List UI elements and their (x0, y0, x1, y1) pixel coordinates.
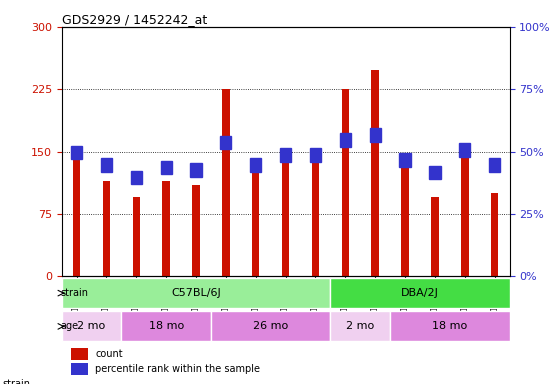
Bar (310, 148, 321, 162)
Bar (190, 163, 202, 177)
Bar (211, 311, 330, 341)
Bar (62, 311, 122, 341)
Bar (489, 158, 500, 172)
Text: percentile rank within the sample: percentile rank within the sample (95, 364, 260, 374)
Text: 18 mo: 18 mo (148, 321, 184, 331)
Bar (390, 311, 510, 341)
Bar (73, 156, 80, 276)
Text: 2 mo: 2 mo (346, 321, 375, 331)
Bar (122, 311, 211, 341)
Text: 18 mo: 18 mo (432, 321, 468, 331)
Text: count: count (95, 349, 123, 359)
Bar (102, 181, 110, 276)
Bar (220, 136, 231, 149)
Bar (71, 146, 82, 159)
Bar (312, 152, 319, 276)
Bar (371, 70, 379, 276)
Bar (491, 193, 498, 276)
Bar (130, 170, 142, 184)
Bar (71, 348, 88, 360)
Bar (431, 197, 438, 276)
Text: C57BL/6J: C57BL/6J (171, 288, 221, 298)
Bar (101, 158, 112, 172)
Text: 26 mo: 26 mo (253, 321, 288, 331)
Bar (62, 278, 330, 308)
Text: GDS2929 / 1452242_at: GDS2929 / 1452242_at (62, 13, 207, 26)
Bar (340, 133, 351, 147)
Bar (250, 158, 262, 172)
Text: 2 mo: 2 mo (77, 321, 106, 331)
Text: strain: strain (60, 288, 88, 298)
Bar (280, 148, 291, 162)
Bar (370, 128, 381, 142)
Bar (330, 311, 390, 341)
Bar (192, 185, 200, 276)
Text: age: age (60, 321, 79, 331)
Text: DBA/2J: DBA/2J (401, 288, 439, 298)
Bar (222, 89, 230, 276)
Bar (133, 197, 140, 276)
Bar (461, 152, 469, 276)
Bar (252, 168, 259, 276)
Bar (342, 89, 349, 276)
Bar (430, 166, 441, 179)
Bar (399, 153, 410, 167)
Bar (161, 161, 172, 174)
Bar (459, 143, 470, 157)
Bar (71, 363, 88, 375)
Bar (162, 181, 170, 276)
Text: strain: strain (3, 379, 31, 384)
Bar (282, 153, 290, 276)
Bar (402, 168, 409, 276)
Bar (330, 278, 510, 308)
